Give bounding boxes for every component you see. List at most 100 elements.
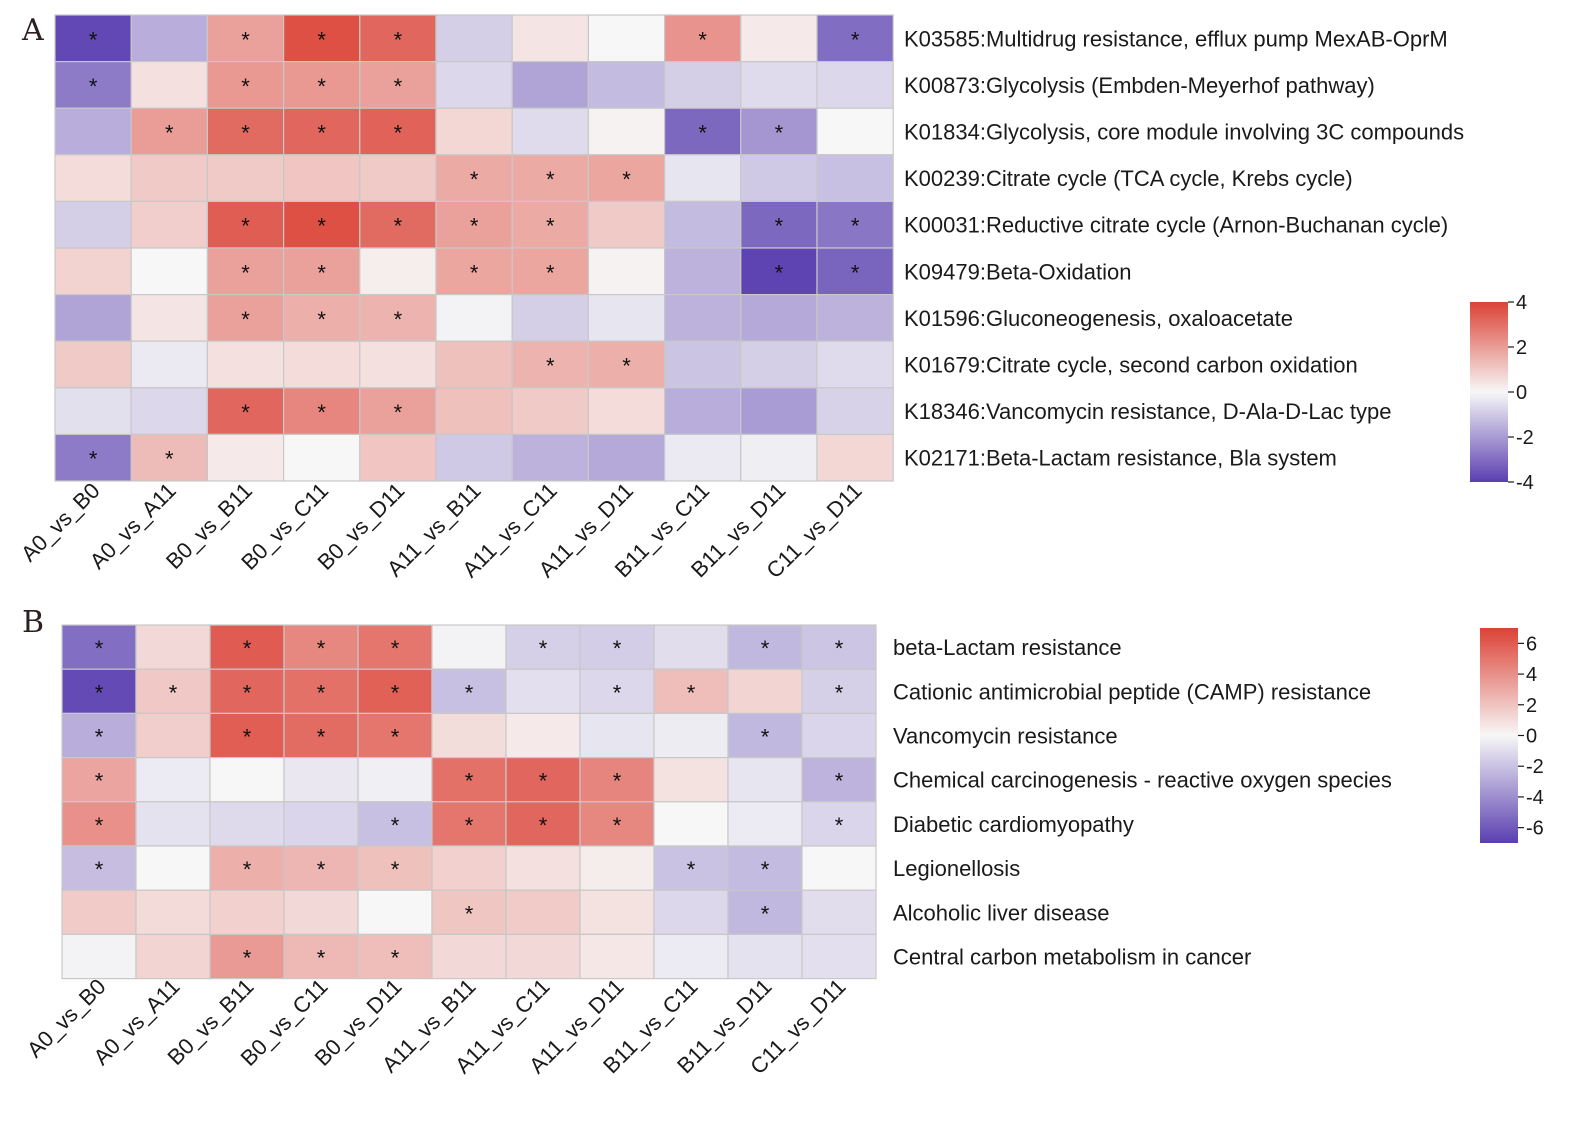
significance-marker: * bbox=[539, 769, 548, 794]
significance-marker: * bbox=[391, 725, 400, 750]
significance-marker: * bbox=[391, 857, 400, 882]
heatmap-cell bbox=[740, 294, 818, 342]
heatmap-cell bbox=[135, 668, 211, 715]
significance-marker: * bbox=[95, 769, 104, 794]
heatmap-cell bbox=[505, 712, 581, 759]
significance-marker: * bbox=[95, 725, 104, 750]
heatmap-cell bbox=[130, 200, 208, 249]
heatmap-cell bbox=[587, 247, 666, 296]
significance-marker: * bbox=[317, 27, 326, 52]
significance-marker: * bbox=[761, 857, 770, 882]
scale-tick-label: -4 bbox=[1526, 787, 1544, 809]
significance-marker: * bbox=[243, 680, 252, 705]
heatmap-cell bbox=[801, 624, 877, 670]
heatmap-cell bbox=[505, 933, 581, 980]
panel-letter: A bbox=[21, 13, 44, 48]
significance-marker: * bbox=[546, 260, 555, 285]
significance-marker: * bbox=[470, 214, 479, 239]
heatmap-cell bbox=[359, 340, 437, 389]
heatmap-cell bbox=[206, 14, 285, 63]
heatmap-cell bbox=[816, 294, 894, 342]
heatmap-cell bbox=[663, 294, 742, 342]
significance-marker: * bbox=[165, 447, 174, 472]
significance-marker: * bbox=[391, 680, 400, 705]
scale-tick-label: 0 bbox=[1526, 726, 1537, 748]
heatmap-cell bbox=[587, 107, 666, 156]
heatmap-cell bbox=[587, 433, 666, 482]
significance-marker: * bbox=[241, 121, 250, 146]
significance-marker: * bbox=[89, 74, 98, 99]
heatmap-cell bbox=[579, 668, 655, 715]
significance-marker: * bbox=[835, 813, 844, 838]
row-label: Legionellosis bbox=[893, 856, 1020, 881]
heatmap-cell bbox=[130, 60, 208, 109]
scale-tick-label: -4 bbox=[1516, 472, 1534, 494]
heatmap-cell bbox=[801, 756, 877, 803]
heatmap-cell bbox=[579, 712, 655, 759]
significance-marker: * bbox=[698, 121, 707, 146]
heatmap-cell bbox=[587, 200, 666, 249]
color-scale: 6 4 2 0 -2 -4 -6 bbox=[1480, 628, 1544, 843]
heatmap-cell bbox=[135, 845, 211, 891]
heatmap-cell bbox=[206, 433, 285, 482]
heatmap-cell bbox=[587, 14, 666, 63]
significance-marker: * bbox=[241, 400, 250, 425]
heatmap-cell bbox=[54, 294, 132, 342]
heatmap-cell bbox=[816, 387, 894, 435]
significance-marker: * bbox=[775, 214, 784, 239]
heatmap-cell bbox=[283, 340, 361, 389]
heatmap-cell bbox=[505, 889, 581, 936]
row-label: K00031:Reductive citrate cycle (Arnon-Bu… bbox=[904, 213, 1448, 238]
heatmap-cell bbox=[130, 154, 208, 203]
significance-marker: * bbox=[465, 769, 474, 794]
heatmap-cell bbox=[135, 624, 211, 670]
significance-marker: * bbox=[317, 307, 326, 332]
heatmap-cell bbox=[511, 340, 590, 389]
heatmap-cell bbox=[653, 668, 729, 715]
heatmap-cell bbox=[54, 107, 132, 156]
significance-marker: * bbox=[243, 636, 252, 661]
significance-marker: * bbox=[317, 74, 326, 99]
heatmap-cell bbox=[357, 756, 433, 803]
heatmap-cell bbox=[816, 340, 894, 389]
significance-marker: * bbox=[394, 214, 403, 239]
scale-tick-label: -6 bbox=[1526, 818, 1544, 840]
heatmap-cell bbox=[357, 668, 433, 715]
heatmap-cell bbox=[663, 387, 742, 435]
significance-marker: * bbox=[687, 857, 696, 882]
heatmap-cell bbox=[283, 247, 361, 296]
scale-tick-label: 2 bbox=[1516, 337, 1527, 359]
heatmap-cell bbox=[511, 107, 590, 156]
heatmap-cell bbox=[54, 200, 132, 249]
heatmap-cell bbox=[727, 845, 803, 891]
heatmap-cell bbox=[435, 387, 513, 435]
significance-marker: * bbox=[775, 260, 784, 285]
heatmap-cell bbox=[801, 668, 877, 715]
significance-marker: * bbox=[317, 636, 326, 661]
heatmap-cell bbox=[801, 933, 877, 980]
significance-marker: * bbox=[851, 214, 860, 239]
heatmap-cell bbox=[359, 433, 437, 482]
heatmap-cell bbox=[54, 433, 132, 482]
heatmap-cell bbox=[206, 247, 285, 296]
significance-marker: * bbox=[613, 680, 622, 705]
heatmap-cell bbox=[663, 247, 742, 296]
heatmap-cell bbox=[435, 433, 513, 482]
heatmap-cell bbox=[130, 387, 208, 435]
scale-tick-label: 2 bbox=[1526, 695, 1537, 717]
heatmap-cell bbox=[740, 60, 818, 109]
heatmap-cell bbox=[135, 756, 211, 803]
heatmap-cell bbox=[579, 933, 655, 980]
heatmap-cell bbox=[435, 247, 513, 296]
heatmap-cell bbox=[816, 60, 894, 109]
heatmap-cell bbox=[359, 154, 437, 203]
scale-tick-label: -2 bbox=[1526, 756, 1544, 778]
heatmap-cell bbox=[740, 14, 818, 63]
significance-marker: * bbox=[317, 400, 326, 425]
heatmap-cell bbox=[209, 845, 285, 891]
heatmap-cell bbox=[209, 756, 285, 803]
significance-marker: * bbox=[243, 725, 252, 750]
heatmap-cell bbox=[431, 624, 507, 670]
heatmap-cell bbox=[130, 247, 208, 296]
